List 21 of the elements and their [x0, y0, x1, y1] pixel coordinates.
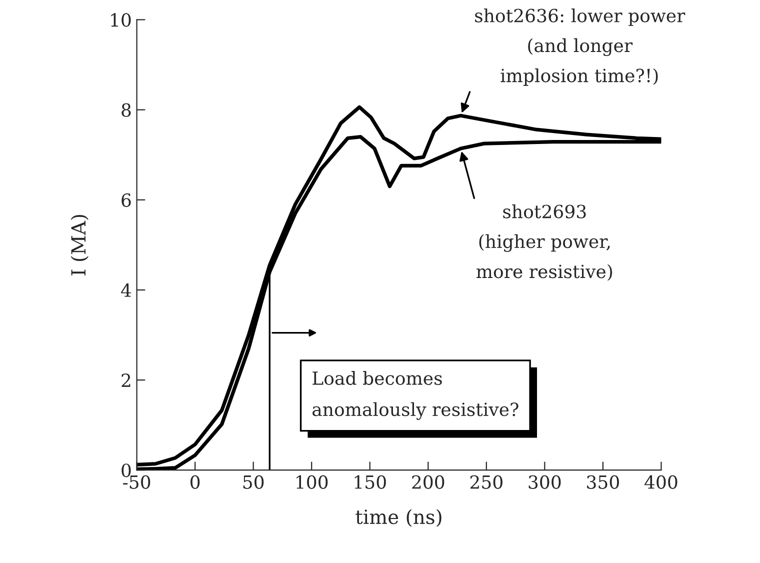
x-tick-label: -50	[123, 475, 150, 489]
y-tick-label: 6	[122, 193, 131, 207]
x-tick-label: 350	[587, 475, 619, 489]
x-tick-label: 150	[354, 475, 386, 489]
x-tick-label: 50	[243, 475, 264, 489]
y-tick-label: 8	[122, 103, 131, 117]
x-tick-label: 300	[528, 475, 561, 489]
x-tick-label: 200	[412, 475, 444, 489]
annotation: shot2636: lower power (and longer implosion time?!)	[475, 8, 686, 86]
y-tick-label: 0	[122, 464, 131, 478]
y-tick-label: 4	[121, 283, 132, 297]
x-tick-label: 100	[296, 475, 328, 489]
y-tick-label: 2	[122, 373, 130, 387]
annotation: shot2693 (higher power, more resistive)	[476, 204, 612, 281]
annotation: Load becomes anomalously resistive?	[312, 371, 518, 420]
y-axis-title: I (MA)	[70, 214, 89, 276]
x-tick-label: 400	[644, 475, 678, 489]
x-tick-label: 0	[190, 475, 200, 489]
y-tick-label: 10	[111, 13, 131, 27]
x-axis-title: time (ns)	[356, 509, 442, 527]
x-tick-label: 250	[470, 475, 502, 489]
